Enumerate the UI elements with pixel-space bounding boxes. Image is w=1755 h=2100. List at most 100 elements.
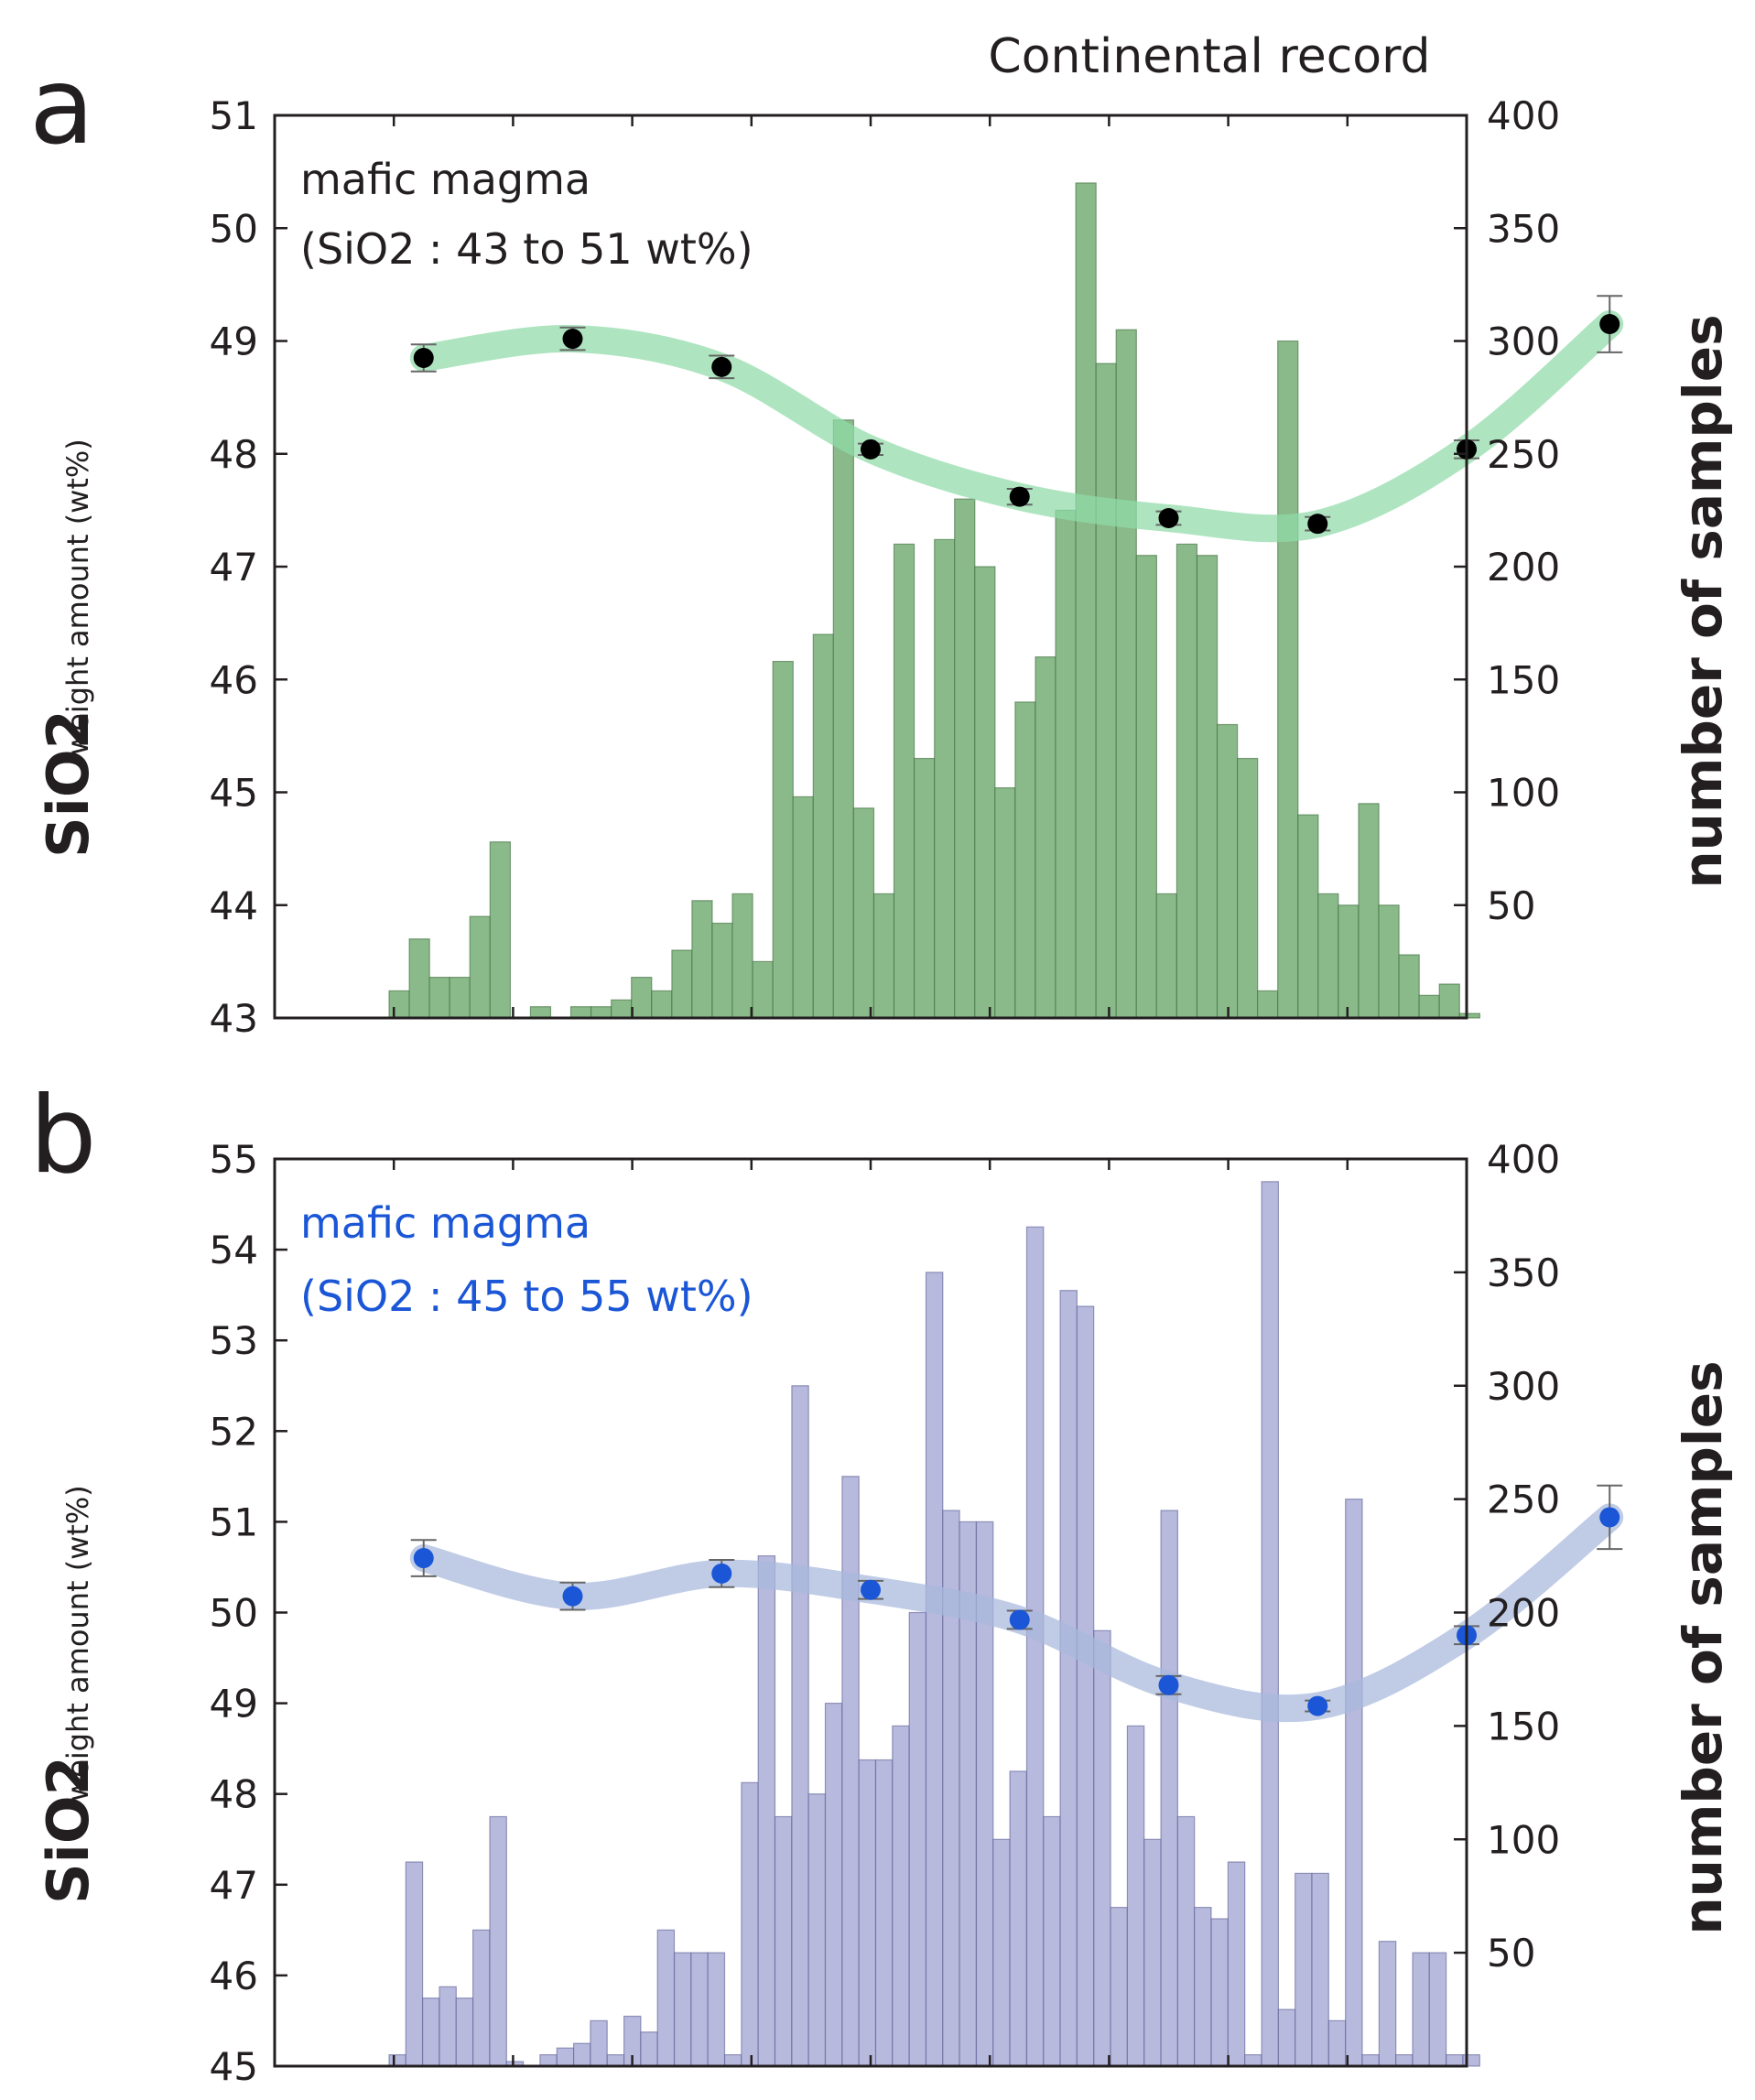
data-point (559, 1581, 586, 1611)
y-tick-label: 50 (210, 1591, 258, 1636)
histogram-bar (723, 2054, 742, 2067)
histogram-bar (1110, 1907, 1128, 2067)
y2-tick-label: 100 (1487, 1817, 1560, 1862)
point-marker (861, 438, 881, 460)
point-marker (1158, 508, 1179, 529)
histogram-bar (1175, 543, 1198, 1019)
histogram-bar (913, 757, 936, 1019)
histogram-bar (1014, 701, 1036, 1019)
y2-tick-label: 400 (1487, 1137, 1560, 1182)
y2-tick-label: 300 (1487, 1364, 1560, 1409)
y2-tick-label: 100 (1487, 771, 1560, 816)
point-marker (1599, 314, 1620, 335)
histogram-bar (1216, 723, 1239, 1019)
histogram-bar (1126, 1725, 1145, 2067)
panel-b: b 45 46 47 48 49 50 51 52 53 54 55 50 100 150 200 250 30… (29, 1074, 1734, 2089)
histogram-bar (954, 498, 976, 1019)
histogram-bar (925, 1272, 944, 2067)
histogram-bar (1327, 2019, 1347, 2067)
histogram-bar (1295, 1872, 1313, 2067)
histogram-bar (1115, 329, 1137, 1019)
histogram-bar (1025, 1226, 1045, 2067)
histogram-bar (428, 976, 450, 1019)
panel-a-label: a (29, 45, 94, 168)
histogram-bar (1358, 803, 1380, 1019)
y-tick-label: 55 (210, 1137, 258, 1182)
data-point (1597, 295, 1623, 353)
histogram-bar (489, 1815, 507, 2067)
y-tick-label: 54 (210, 1228, 258, 1272)
histogram-bar (841, 1476, 860, 2067)
point-marker (1307, 1695, 1328, 1716)
point-marker (413, 1548, 434, 1569)
histogram-bar (1345, 1498, 1363, 2067)
histogram-bar (1438, 983, 1460, 1019)
y2-tick-label: 150 (1487, 657, 1560, 702)
histogram-bar (1043, 1815, 1061, 2067)
histogram-bar (1076, 1305, 1095, 2067)
y2-tick-label: 350 (1487, 1250, 1560, 1295)
panel-a-ylabel: SiO2 weight amount (wt%) (35, 438, 102, 858)
histogram-bar (1227, 1861, 1246, 2067)
histogram-bar (422, 1997, 440, 2067)
histogram-bar (572, 2042, 591, 2067)
data-point (1597, 1484, 1623, 1551)
histogram-bar (1428, 1952, 1447, 2067)
histogram-bar (1277, 340, 1299, 1019)
histogram-bar (731, 893, 753, 1019)
histogram-bar (569, 1006, 592, 1019)
point-marker (711, 356, 732, 377)
y-tick-label: 51 (210, 1499, 258, 1544)
histogram-bar (892, 1725, 910, 2067)
histogram-bar (858, 1759, 877, 2067)
data-point (1305, 1695, 1331, 1716)
histogram-bar (1176, 1815, 1196, 2067)
panel-a-ylabel-main: SiO2 (35, 709, 102, 858)
point-marker (1599, 1507, 1620, 1528)
data-point (709, 1559, 735, 1588)
y-tick-label: 45 (210, 771, 258, 816)
point-marker (562, 1586, 583, 1607)
histogram-bar (1095, 363, 1117, 1019)
figure-title: Continental record (988, 29, 1430, 84)
histogram-bar (408, 938, 430, 1019)
histogram-bar (934, 538, 956, 1019)
data-point (410, 1539, 437, 1577)
histogram-bar (1155, 893, 1178, 1019)
histogram-bar (707, 1952, 726, 2067)
histogram-bar (388, 990, 410, 1019)
histogram-bar (1256, 990, 1279, 1019)
histogram-bar (405, 1861, 424, 2067)
histogram-bar (1059, 1290, 1078, 2067)
histogram-bar (691, 900, 713, 1019)
point-marker (861, 1579, 881, 1600)
y-tick-label: 48 (210, 432, 258, 477)
histogram-bar (1395, 2054, 1414, 2067)
histogram-bar (1244, 2054, 1262, 2067)
histogram-bar (590, 2019, 608, 2067)
y2-tick-label: 250 (1487, 432, 1560, 477)
histogram-bar (824, 1702, 843, 2067)
histogram-bar (606, 2054, 625, 2067)
panel-a-axes: 43 44 45 46 47 48 49 50 51 50 100 150 200 250 300 350 40… (210, 93, 1561, 1041)
y-tick-label: 46 (210, 1954, 258, 1998)
data-point (709, 354, 735, 380)
y-tick-label: 50 (210, 206, 258, 251)
histogram-bar (752, 960, 774, 1019)
histogram-bar (1361, 2054, 1380, 2067)
point-marker (562, 329, 583, 350)
y2-tick-label: 350 (1487, 206, 1560, 251)
panel-a-ylabel-sub: weight amount (wt%) (60, 438, 95, 755)
panel-a-y2label: number of samples (1672, 314, 1734, 888)
histogram-bar (388, 2054, 406, 2067)
histogram-bar (1035, 655, 1056, 1019)
histogram-bar (590, 1006, 612, 1019)
histogram-bar (1418, 994, 1440, 1019)
histogram-bar (556, 2047, 575, 2067)
histogram-bar (774, 1815, 793, 2067)
y-tick-label: 45 (210, 2044, 258, 2089)
panel-a-histogram (388, 182, 1481, 1019)
data-point (858, 1579, 883, 1600)
histogram-bar (611, 999, 633, 1019)
histogram-bar (455, 1997, 474, 2067)
